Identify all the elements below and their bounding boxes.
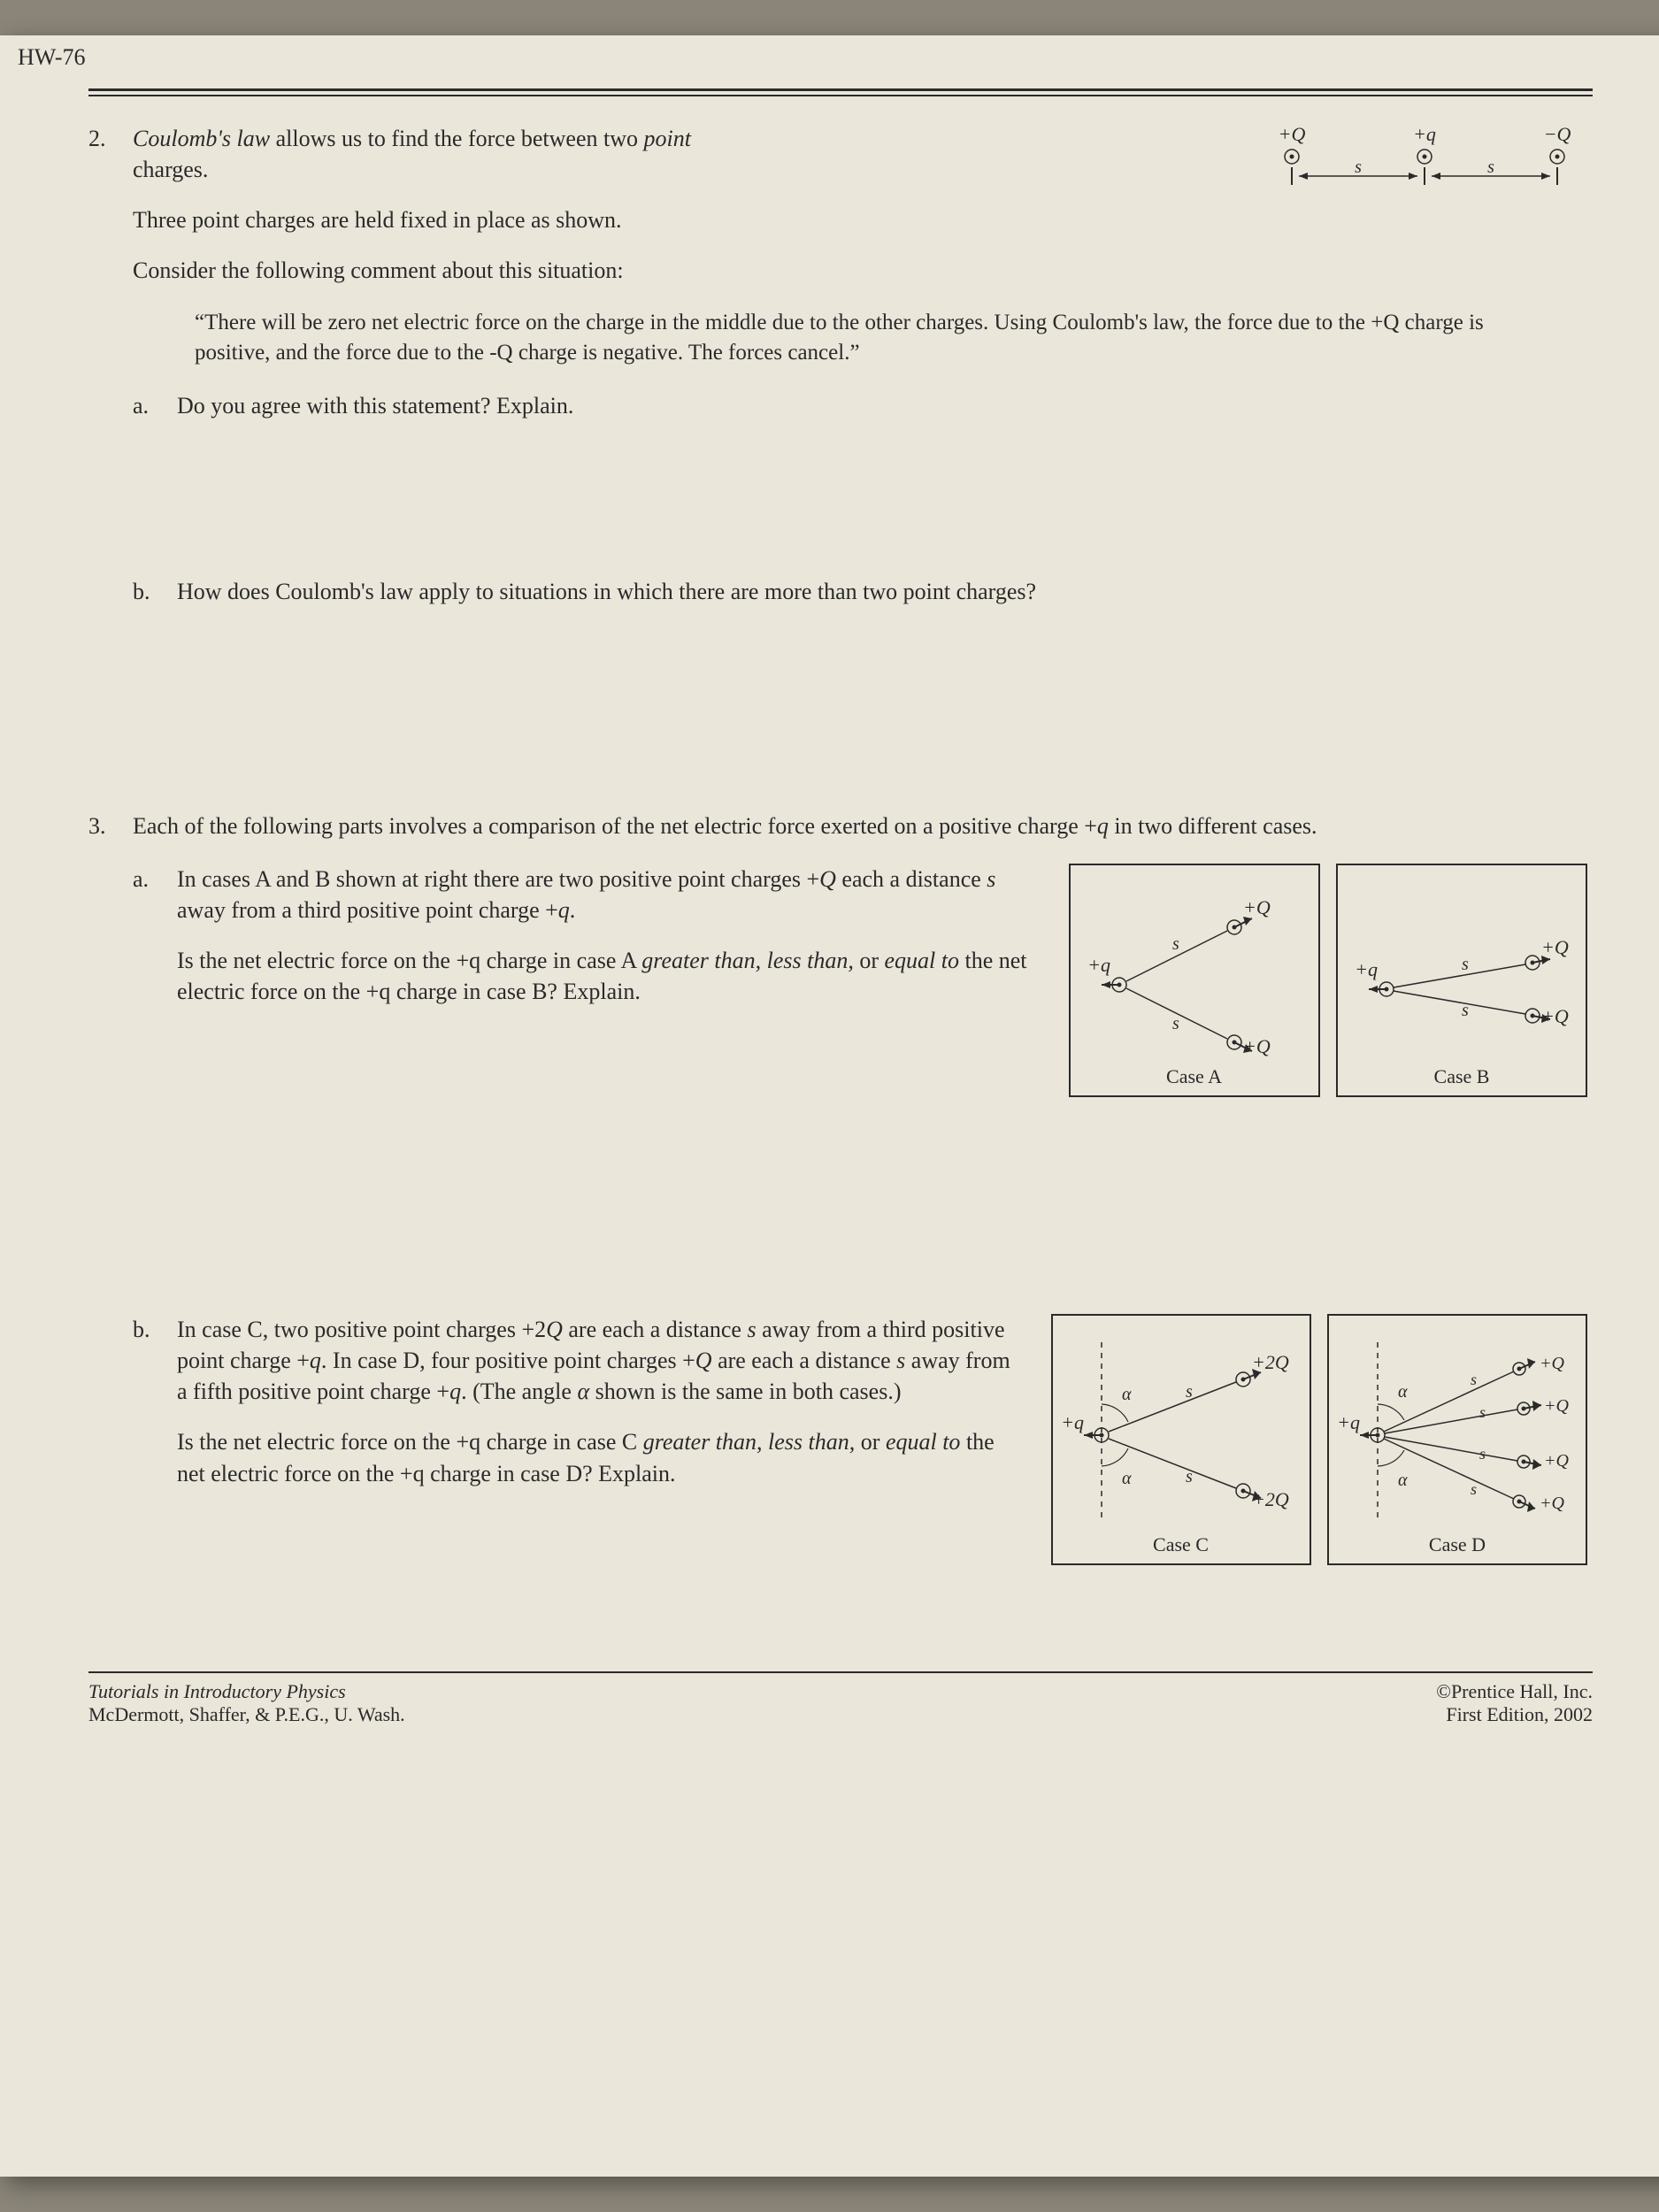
svg-text:s: s (1172, 934, 1179, 954)
footer-left1: Tutorials in Introductory Physics (88, 1680, 405, 1703)
q2-line3: Consider the following comment about thi… (133, 255, 1593, 286)
problem-2: 2. Coulomb's law allows us to find the f… (133, 123, 1593, 740)
q3b-p2: Is the net electric force on the +q char… (177, 1426, 1019, 1488)
header-label: HW-76 (18, 44, 86, 71)
q2-fig-minusQ: −Q (1544, 123, 1571, 145)
q3-a-letter: a. (133, 864, 149, 895)
case-a-label: Case A (1166, 1064, 1222, 1090)
case-c-box: +q +2Q +2Q (1051, 1314, 1311, 1565)
q2-fig-s2: s (1487, 157, 1494, 177)
svg-text:+2Q: +2Q (1252, 1488, 1289, 1510)
page: HW-76 2. Coulomb's law allows us to find… (0, 35, 1659, 2177)
q2-intro-line1: Coulomb's law allows us to find the forc… (133, 123, 1230, 154)
svg-text:+Q: +Q (1544, 1451, 1569, 1471)
problem-2-number: 2. (88, 123, 106, 154)
svg-text:s: s (1462, 955, 1469, 974)
problem-3: 3. Each of the following parts involves … (133, 810, 1593, 1565)
svg-text:+q: +q (1337, 1411, 1360, 1433)
q2-b-letter: b. (133, 576, 150, 607)
q2-b-text: How does Coulomb's law apply to situatio… (177, 579, 1036, 604)
q2-figure: +Q +q −Q (1256, 123, 1593, 211)
footer-right2: First Edition, 2002 (1436, 1703, 1593, 1726)
case-d-box: +q +Q + (1327, 1314, 1587, 1565)
q2-a-text: Do you agree with this statement? Explai… (177, 393, 573, 419)
q2-fig-s1: s (1355, 157, 1362, 177)
problem-3-number: 3. (88, 810, 106, 841)
q2-fig-plusQ: +Q (1279, 123, 1306, 145)
svg-text:s: s (1186, 1467, 1193, 1486)
q3a-figures: +q +Q +Q (1064, 864, 1594, 1097)
footer: Tutorials in Introductory Physics McDerm… (88, 1671, 1593, 1726)
case-a-box: +q +Q +Q (1069, 864, 1320, 1097)
svg-text:+Q: +Q (1541, 936, 1569, 958)
case-b-box: +q +Q +Q (1336, 864, 1587, 1097)
q3b-figures: +q +2Q +2Q (1046, 1314, 1594, 1565)
footer-right: ©Prentice Hall, Inc. First Edition, 2002 (1436, 1680, 1593, 1726)
svg-text:+2Q: +2Q (1252, 1351, 1289, 1373)
svg-text:α: α (1398, 1471, 1408, 1490)
q3a-p1: In cases A and B shown at right there ar… (177, 864, 1037, 926)
svg-text:α: α (1398, 1382, 1408, 1402)
svg-text:+Q: +Q (1243, 896, 1271, 918)
q3-part-b: b. In case C, two positive point charges… (177, 1314, 1593, 1565)
svg-text:s: s (1479, 1403, 1486, 1421)
q2-intro-line1b: charges. (133, 154, 1230, 185)
q2-part-a: a. Do you agree with this statement? Exp… (177, 390, 1593, 421)
svg-text:s: s (1479, 1445, 1486, 1463)
q3-b-letter: b. (133, 1314, 150, 1345)
svg-text:s: s (1172, 1014, 1179, 1033)
svg-text:s: s (1462, 1001, 1469, 1020)
svg-text:+q: +q (1061, 1411, 1084, 1433)
svg-text:α: α (1122, 1469, 1132, 1488)
svg-text:s: s (1471, 1480, 1477, 1498)
q3a-p2: Is the net electric force on the +q char… (177, 945, 1037, 1007)
q2-part-b: b. How does Coulomb's law apply to situa… (177, 576, 1593, 607)
q3-part-a: a. In cases A and B shown at right there… (177, 864, 1593, 1097)
svg-text:s: s (1186, 1382, 1193, 1402)
svg-text:+Q: +Q (1540, 1494, 1564, 1513)
q2-line2: Three point charges are held fixed in pl… (133, 204, 1230, 235)
case-c-label: Case C (1153, 1532, 1209, 1558)
q2-fig-plusq: +q (1413, 123, 1436, 145)
svg-text:s: s (1471, 1371, 1477, 1388)
q2-quote: “There will be zero net electric force o… (195, 308, 1557, 368)
svg-text:+Q: +Q (1544, 1396, 1569, 1416)
q2-a-letter: a. (133, 390, 149, 421)
svg-text:+q: +q (1355, 958, 1378, 980)
footer-left: Tutorials in Introductory Physics McDerm… (88, 1680, 405, 1726)
case-b-label: Case B (1434, 1064, 1490, 1090)
header-rule (88, 88, 1593, 96)
footer-left2: McDermott, Shaffer, & P.E.G., U. Wash. (88, 1703, 405, 1726)
svg-text:+q: +q (1087, 954, 1110, 976)
q3-intro: Each of the following parts involves a c… (133, 810, 1593, 841)
footer-right1: ©Prentice Hall, Inc. (1436, 1680, 1593, 1703)
q3b-p1: In case C, two positive point charges +2… (177, 1314, 1019, 1407)
case-d-label: Case D (1429, 1532, 1486, 1558)
svg-text:+Q: +Q (1540, 1354, 1564, 1373)
svg-text:α: α (1122, 1385, 1132, 1404)
